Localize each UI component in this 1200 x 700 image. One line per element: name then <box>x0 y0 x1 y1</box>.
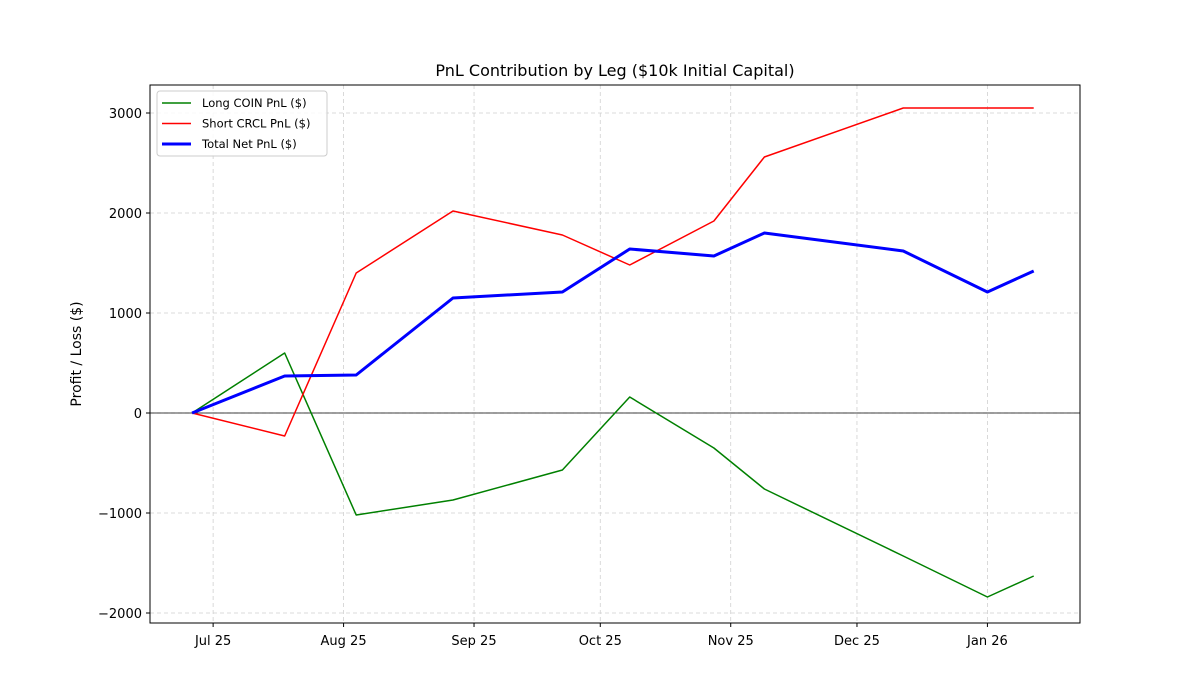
legend: Long COIN PnL ($) Short CRCL PnL ($) Total… <box>156 90 328 157</box>
legend-label: Total Net PnL ($) <box>201 137 297 151</box>
y-tick-label: 0 <box>134 407 142 422</box>
x-tick-label: Nov 25 <box>708 634 754 649</box>
y-tick-label: −2000 <box>98 607 142 622</box>
x-tick-label: Dec 25 <box>834 634 880 649</box>
series-line-total <box>191 231 1035 415</box>
legend-label: Long COIN PnL ($) <box>202 96 307 110</box>
y-tick-label: −1000 <box>98 507 142 522</box>
x-tick-label: Aug 25 <box>321 634 367 649</box>
chart-title: PnL Contribution by Leg ($10k Initial Ca… <box>435 61 794 80</box>
y-tick-label: 3000 <box>109 107 142 122</box>
y-tick-label: 2000 <box>109 207 142 222</box>
y-tick-label: 1000 <box>109 307 142 322</box>
plot-frame <box>149 84 1081 624</box>
x-tick-label: Jan 26 <box>966 634 1008 649</box>
x-tick-label: Jul 25 <box>194 634 231 649</box>
legend-box <box>156 90 328 157</box>
x-tick-label: Sep 25 <box>451 634 496 649</box>
series-line-short <box>191 107 1034 437</box>
series-line-long <box>191 352 1035 598</box>
y-axis-label: Profit / Loss ($) <box>69 301 85 406</box>
x-tick-label: Oct 25 <box>579 634 622 649</box>
legend-label: Short CRCL PnL ($) <box>202 117 310 131</box>
